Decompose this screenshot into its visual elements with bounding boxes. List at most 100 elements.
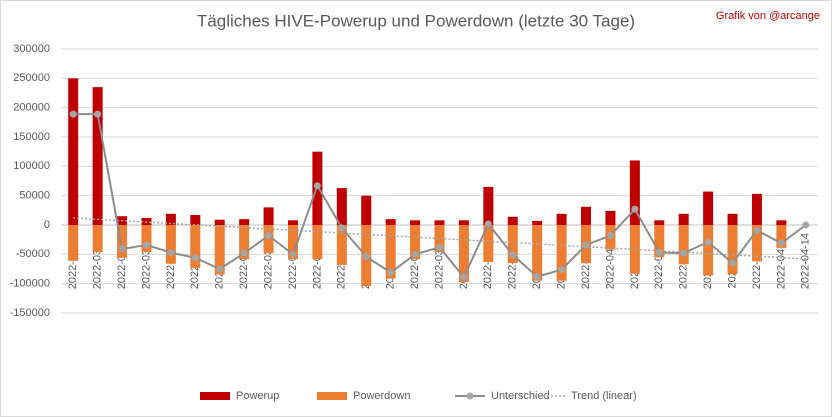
bar: [214, 219, 225, 225]
point: [655, 249, 663, 257]
bar: [287, 225, 298, 260]
point: [265, 232, 273, 240]
y-tick-label: -50000: [16, 248, 50, 260]
bar: [507, 225, 518, 264]
bar: [165, 225, 176, 264]
bar: [703, 191, 714, 225]
bar: [336, 188, 347, 225]
bar: [507, 216, 518, 225]
bar: [263, 225, 274, 254]
point: [631, 205, 639, 213]
bar: [605, 210, 616, 225]
legend-label: Powerdown: [353, 390, 410, 402]
point: [118, 245, 126, 253]
x-tick-label: 2022-04-14: [800, 233, 812, 289]
legend-label: Unterschied: [491, 390, 550, 402]
bar: [68, 78, 79, 225]
bar: [312, 225, 323, 260]
chart-title: Tägliches HIVE-Powerup und Powerdown (le…: [197, 11, 635, 30]
point: [191, 254, 199, 262]
point: [753, 226, 761, 234]
bar: [239, 219, 250, 225]
bar: [483, 186, 494, 225]
point: [436, 243, 443, 251]
bar: [190, 215, 201, 225]
bar: [483, 225, 494, 262]
bar: [751, 193, 762, 225]
point: [729, 259, 737, 267]
bar: [117, 225, 128, 258]
bar: [165, 213, 176, 225]
point: [289, 250, 297, 258]
bar: [287, 220, 298, 225]
point: [362, 253, 370, 261]
bar: [629, 160, 640, 225]
point: [484, 220, 492, 228]
bar: [776, 220, 787, 225]
point: [338, 224, 346, 232]
bar: [410, 220, 421, 225]
bar: [361, 195, 372, 225]
point: [533, 273, 541, 281]
bar: [239, 225, 250, 260]
bar: [532, 220, 543, 225]
point: [313, 182, 321, 190]
bar: [385, 225, 396, 279]
bar: [410, 225, 421, 260]
point: [167, 249, 175, 257]
point: [240, 249, 248, 257]
bar: [654, 225, 665, 258]
y-tick-label: 0: [44, 219, 50, 231]
bar: [776, 225, 787, 248]
bar: [434, 220, 445, 225]
bar: [556, 213, 567, 225]
legend-swatch: [317, 392, 347, 400]
bar: [434, 225, 445, 252]
point: [387, 269, 395, 277]
annotation: Grafik von @arcange: [716, 10, 820, 22]
point: [411, 250, 419, 258]
bar: [263, 207, 274, 225]
point: [216, 265, 224, 273]
bar: [678, 225, 689, 265]
legend-swatch: [200, 392, 230, 400]
y-tick-label: 50000: [19, 190, 50, 202]
y-tick-label: 100000: [13, 160, 50, 172]
y-tick-label: 250000: [13, 72, 50, 84]
bar: [654, 220, 665, 225]
y-tick-label: -150000: [10, 307, 50, 319]
bar: [727, 225, 738, 275]
bar: [190, 225, 201, 268]
bar: [532, 225, 543, 281]
bar: [556, 225, 567, 281]
point: [680, 249, 688, 257]
point: [802, 221, 810, 229]
bar: [336, 225, 347, 265]
bar: [458, 220, 469, 225]
point: [460, 273, 468, 281]
y-tick-label: 200000: [13, 102, 50, 114]
bar: [629, 225, 640, 274]
y-tick-label: 300000: [13, 43, 50, 55]
point: [509, 251, 517, 259]
bar: [141, 225, 152, 252]
point: [94, 110, 102, 118]
bar: [751, 225, 762, 262]
bar: [92, 87, 103, 225]
legend-label: Trend (linear): [571, 390, 637, 402]
bar: [385, 219, 396, 225]
point: [558, 266, 566, 274]
y-tick-label: -100000: [10, 278, 50, 290]
bar: [92, 225, 103, 252]
point: [582, 241, 590, 249]
bar: [727, 213, 738, 225]
bar: [214, 225, 225, 275]
bar: [68, 225, 79, 261]
bar: [678, 213, 689, 225]
bar: [458, 225, 469, 282]
bar: [581, 206, 592, 225]
y-tick-label: 150000: [13, 131, 50, 143]
bar: [703, 225, 714, 276]
point: [69, 110, 77, 118]
